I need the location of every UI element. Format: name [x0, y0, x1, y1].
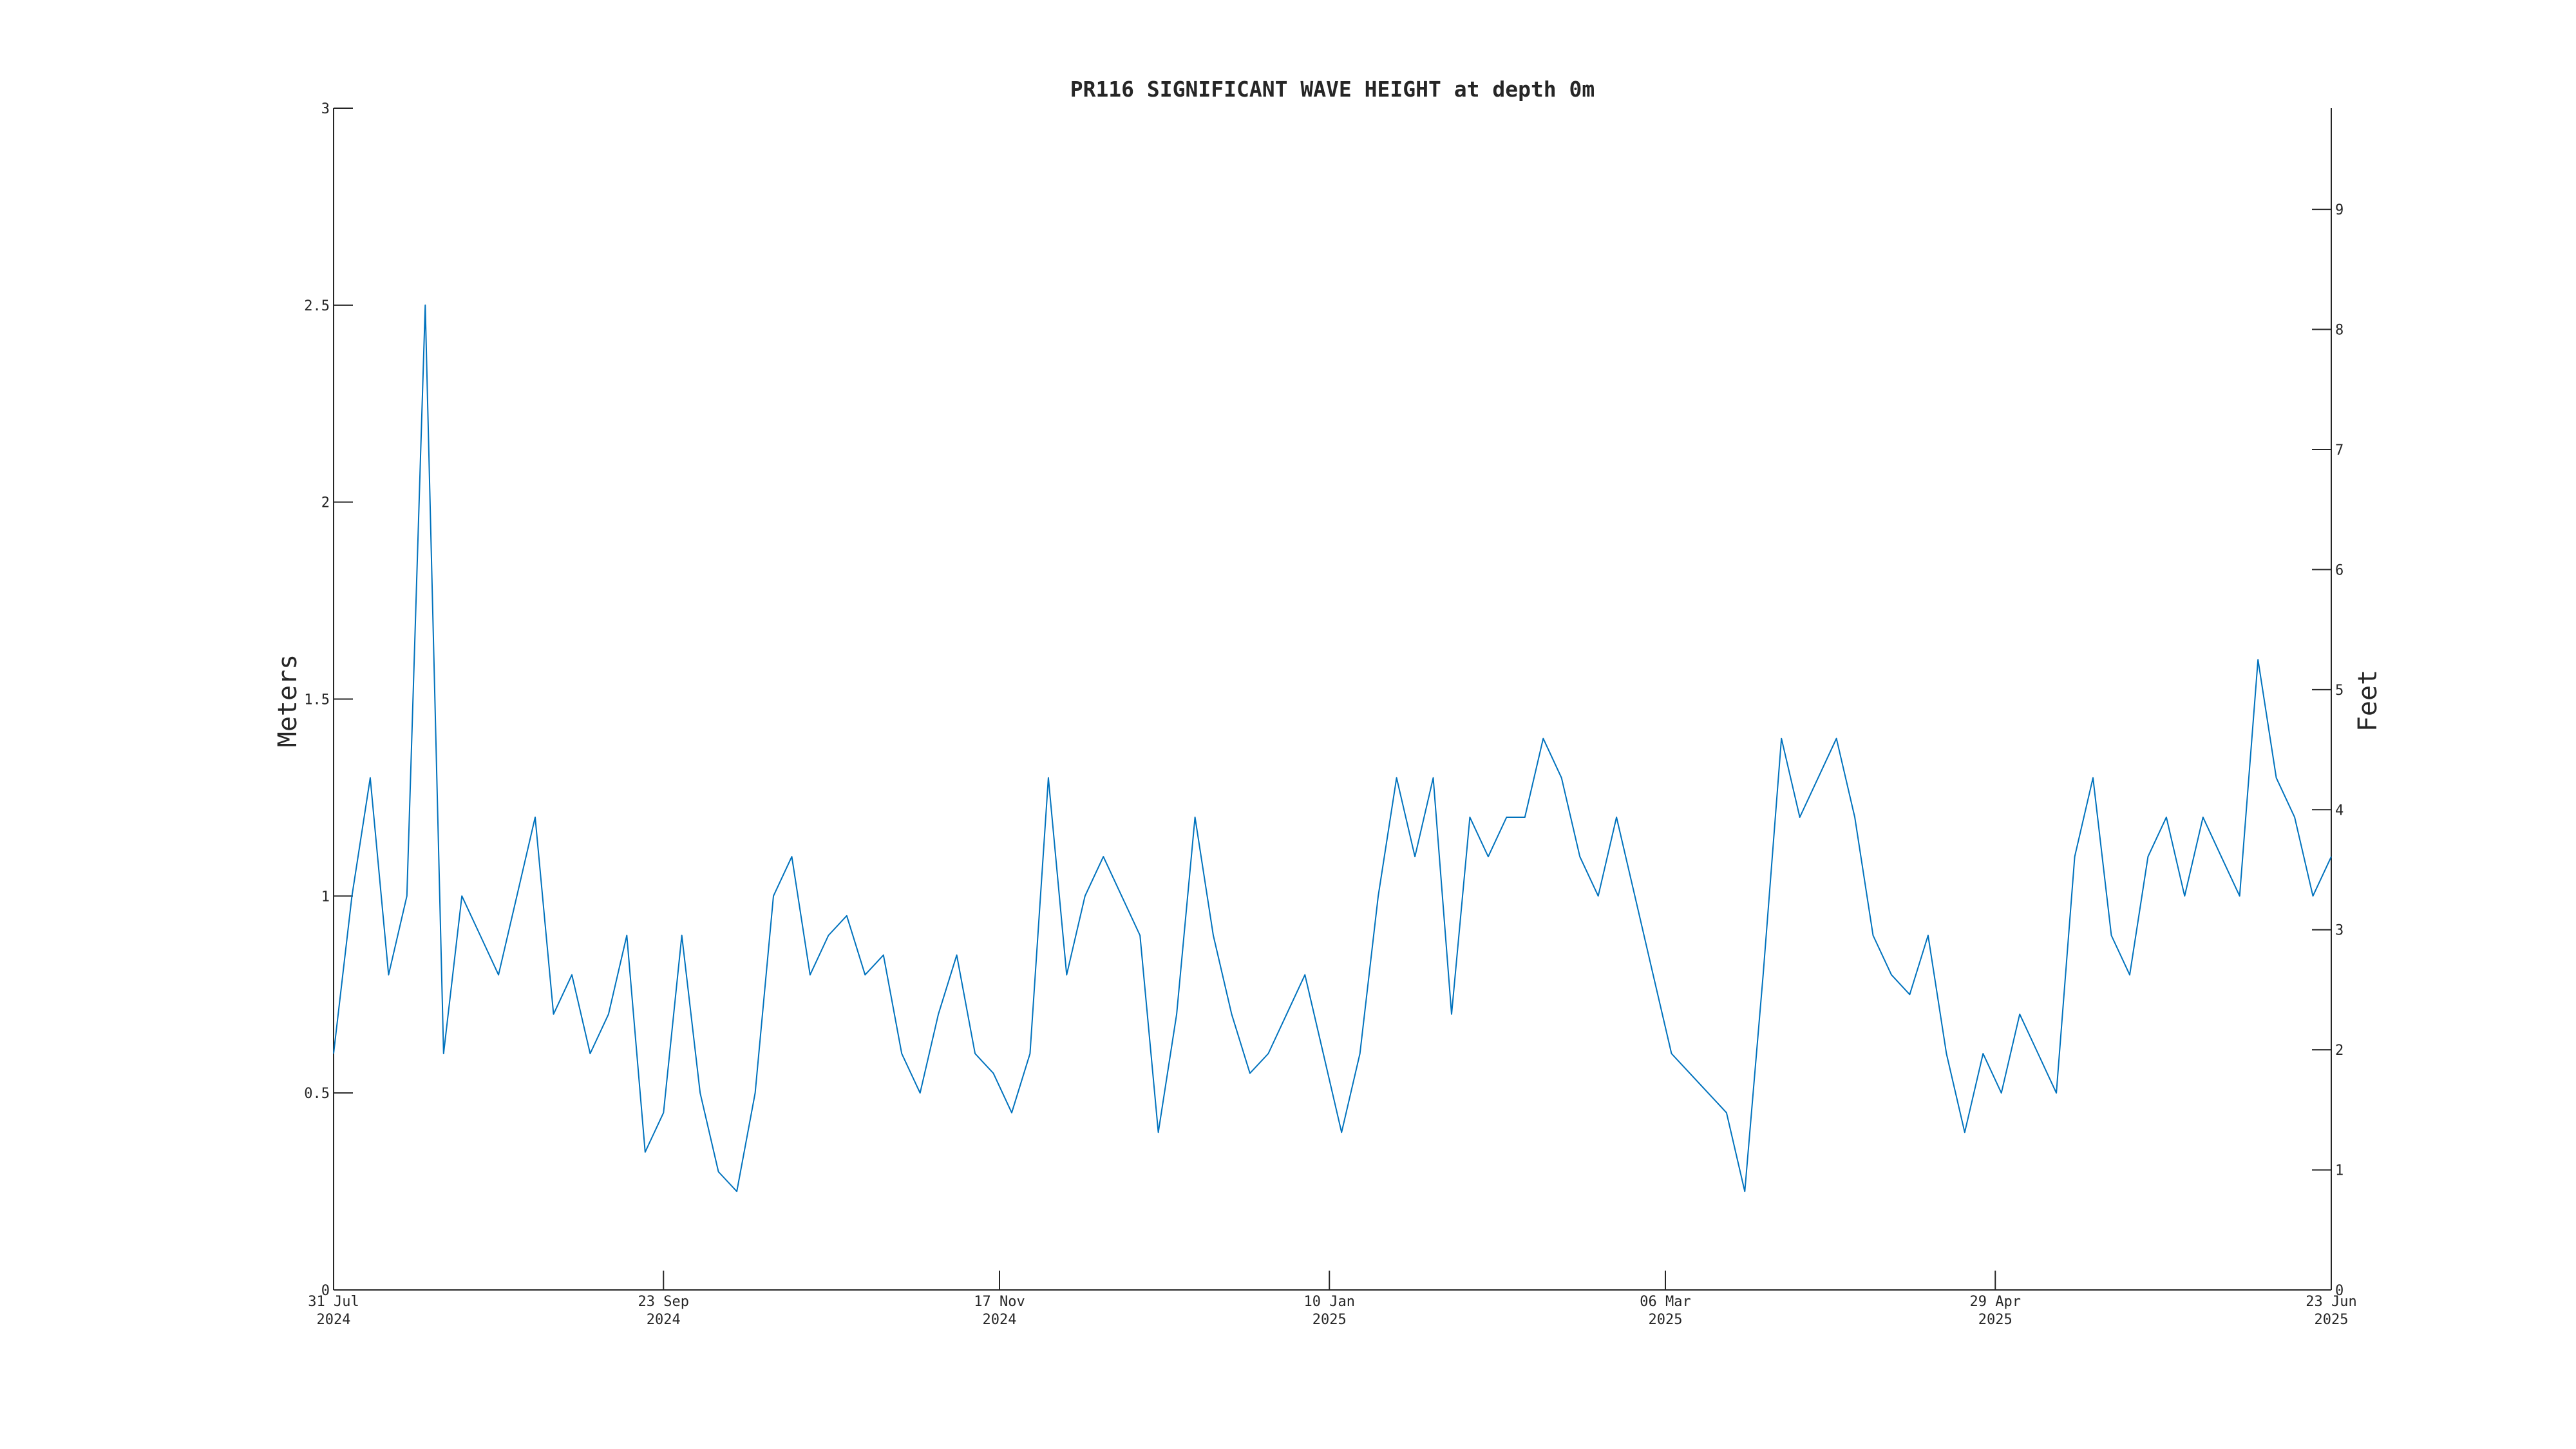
x-tick-label: 2025 — [2315, 1312, 2349, 1328]
x-tick-label: 2025 — [1649, 1312, 1683, 1328]
x-tick-label: 2024 — [317, 1312, 351, 1328]
x-tick-label: 2025 — [1978, 1312, 2012, 1328]
y-tick-label: 1.5 — [304, 692, 330, 708]
data-line — [333, 304, 2332, 1193]
x-tick-label: 06 Mar — [1640, 1294, 1690, 1310]
x-tick-label: 23 Sep — [638, 1294, 689, 1310]
chart-title: PR116 SIGNIFICANT WAVE HEIGHT at depth 0… — [1070, 77, 1595, 102]
y-tick-label: 0.5 — [304, 1086, 330, 1102]
x-tick-label: 17 Nov — [974, 1294, 1025, 1310]
y-tick-label: 1 — [321, 889, 330, 905]
x-tick-label: 23 Jun — [2306, 1294, 2356, 1310]
y-axis-label: Meters — [273, 654, 303, 748]
y-tick-label: 2.5 — [304, 298, 330, 314]
y2-tick-label: 0 — [2335, 1283, 2344, 1299]
y2-tick-label: 5 — [2335, 683, 2344, 699]
x-tick-label: 29 Apr — [1970, 1294, 2021, 1310]
y2-axis-label: Feet — [2353, 670, 2383, 732]
y2-tick-label: 3 — [2335, 923, 2344, 939]
x-tick-label: 2024 — [647, 1312, 681, 1328]
y2-tick-label: 7 — [2335, 442, 2344, 459]
y-tick-label: 0 — [321, 1283, 330, 1299]
y2-tick-label: 8 — [2335, 323, 2344, 339]
y2-tick-label: 2 — [2335, 1043, 2344, 1059]
y2-tick-label: 6 — [2335, 562, 2344, 578]
y-tick-label: 2 — [321, 495, 330, 511]
y2-tick-label: 1 — [2335, 1163, 2344, 1179]
x-tick-label: 2024 — [983, 1312, 1017, 1328]
y-tick-label: 3 — [321, 101, 330, 117]
y2-tick-label: 9 — [2335, 202, 2344, 218]
x-tick-label: 10 Jan — [1304, 1294, 1355, 1310]
x-tick-label: 2025 — [1312, 1312, 1347, 1328]
x-tick-label: 31 Jul — [308, 1294, 359, 1310]
y2-tick-label: 4 — [2335, 802, 2344, 819]
